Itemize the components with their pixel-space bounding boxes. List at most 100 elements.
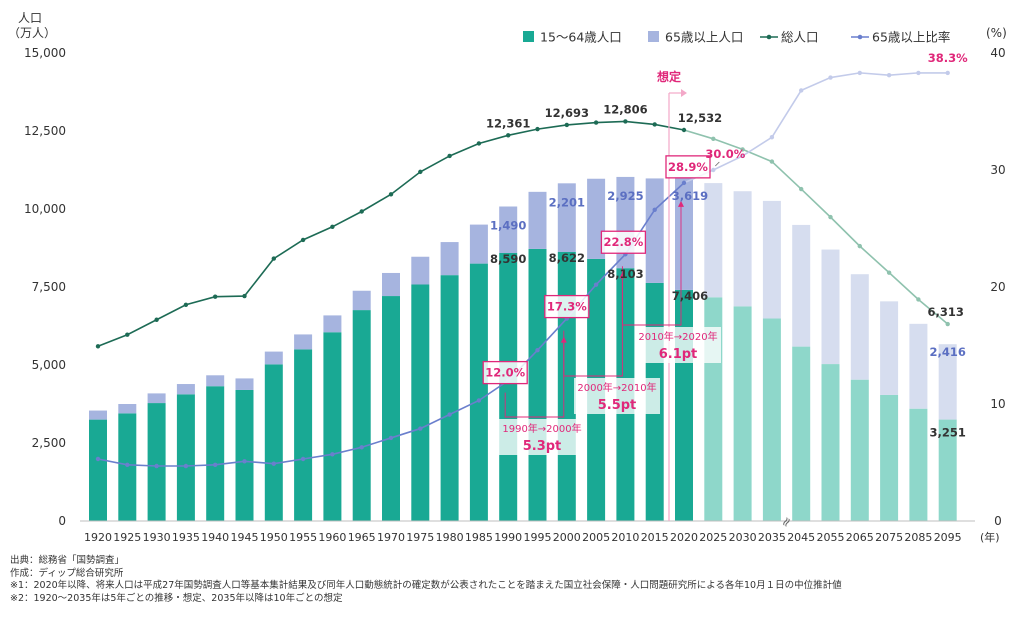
- ratio-point-1995: [535, 347, 540, 353]
- bar-working-2045: [792, 346, 811, 521]
- y-left-tick: 15,000: [24, 46, 66, 60]
- x-tick-2010: 2010: [611, 531, 639, 544]
- bar-elderly-2005: [587, 178, 606, 259]
- total-point-2000: [564, 122, 569, 128]
- ratio-point-1960: [330, 452, 335, 457]
- ratio-label-2010: 22.8%: [603, 235, 643, 249]
- legend-swatch-1: [648, 31, 659, 42]
- diff-value-2010: 5.5pt: [598, 398, 637, 413]
- ratio-point-1940: [213, 462, 218, 468]
- diff-connector-2020: [621, 202, 682, 326]
- bar-working-1995: [528, 248, 547, 521]
- bar-elderly-2065: [850, 274, 869, 380]
- diff-box-2000: [499, 419, 585, 455]
- ratio-point-1985: [476, 398, 482, 403]
- bar-elderly-2030: [733, 191, 752, 307]
- ratio-point-1980: [447, 412, 452, 417]
- ratio-point-1920: [95, 456, 101, 462]
- working-label-1990: 8,590: [490, 252, 526, 266]
- x-tick-1940: 1940: [201, 531, 229, 544]
- y-right-tick: 40: [990, 46, 1005, 60]
- total-label-2010: 12,806: [603, 102, 647, 116]
- ratio-point-2095: [945, 70, 950, 76]
- data-labels-layer: 12.0% 17.3% 22.8% 28.9%30.0% 38.3% 12,361 12,6…: [482, 51, 968, 440]
- x-tick-1925: 1925: [113, 531, 141, 544]
- bar-working-1945: [235, 389, 254, 521]
- lines-layer: [95, 70, 950, 469]
- elderly-label-1990: 1,490: [490, 219, 526, 233]
- bar-elderly-2045: [792, 224, 811, 347]
- ratio-point-2020: [681, 180, 687, 186]
- y-left-tick: 5,000: [32, 358, 66, 372]
- x-tick-2000: 2000: [553, 531, 581, 544]
- bar-elderly-1925: [118, 404, 137, 414]
- bar-elderly-1935: [176, 384, 195, 395]
- ratio-point-1930: [154, 463, 159, 469]
- annotations-layer: 想定 1990年→2000年 5.3pt 2000年→2010年 5.5pt 2010年→…: [499, 69, 721, 521]
- bar-working-2055: [821, 364, 840, 521]
- bar-elderly-2085: [909, 323, 928, 409]
- x-tick-2055: 2055: [817, 531, 845, 544]
- x-tick-1950: 1950: [260, 531, 288, 544]
- bar-working-1980: [440, 275, 459, 521]
- x-tick-1935: 1935: [172, 531, 200, 544]
- y-left-tick: 2,500: [32, 436, 66, 450]
- total-point-2025: [711, 136, 716, 141]
- y-left-tick: 7,500: [32, 280, 66, 294]
- y-left-tick: 12,500: [24, 124, 66, 138]
- total-point-2010: [623, 119, 628, 124]
- bar-working-2035: [762, 318, 781, 521]
- total-point-1955: [300, 237, 306, 243]
- diff-period-2000: 1990年→2000年: [502, 422, 581, 435]
- total-label-2020: 12,532: [678, 111, 722, 125]
- x-tick-2045: 2045: [787, 531, 815, 544]
- bar-working-1985: [469, 263, 488, 521]
- legend-marker-3: [857, 34, 863, 40]
- legend-marker-2: [766, 34, 772, 40]
- projection-label: 想定: [656, 69, 681, 84]
- y-right-tick: 30: [990, 163, 1005, 177]
- ratio-point-2025: [711, 167, 716, 173]
- bar-elderly-1920: [89, 410, 107, 420]
- total-point-1925: [125, 332, 130, 337]
- total-point-2085: [916, 297, 921, 302]
- ratio-point-2015: [652, 207, 657, 212]
- ratio-point-2045: [799, 88, 804, 93]
- total-point-2020: [681, 127, 687, 133]
- bar-elderly-1960: [323, 315, 342, 333]
- total-label-1990: 12,361: [486, 116, 530, 130]
- total-point-1975: [418, 169, 423, 175]
- diff-period-2010: 2000年→2010年: [577, 381, 656, 394]
- ratio-point-1955: [300, 456, 306, 462]
- diff-box-2020: [635, 327, 721, 363]
- x-tick-2020: 2020: [670, 531, 698, 544]
- legend-label-0: 15～64歳人口: [540, 30, 622, 45]
- diff-value-2000: 5.3pt: [523, 439, 562, 454]
- total-point-2055: [828, 214, 833, 220]
- working-label-2095: 3,251: [930, 426, 966, 440]
- x-tick-2030: 2030: [729, 531, 757, 544]
- ratio-point-1925: [125, 462, 130, 468]
- bar-working-2085: [909, 408, 928, 521]
- x-tick-2025: 2025: [699, 531, 727, 544]
- total-point-1995: [535, 126, 540, 132]
- legend: 15～64歳人口 65歳以上人口 総人口 65歳以上比率: [523, 30, 950, 45]
- x-tick-2095: 2095: [934, 531, 962, 544]
- ratio-leader-2025: [715, 161, 720, 167]
- total-point-1935: [183, 302, 189, 307]
- y-right-tick: 0: [994, 514, 1002, 528]
- total-point-1970: [388, 192, 394, 197]
- bar-elderly-2095: [938, 344, 957, 420]
- ratio-point-1975: [418, 426, 423, 431]
- diff-connector-2000: [504, 338, 565, 418]
- bar-elderly-2000: [557, 183, 576, 252]
- diff-arrow-2020: [678, 200, 684, 207]
- y-left-tick: 0: [58, 514, 66, 528]
- ratio-label-2000: 17.3%: [547, 300, 587, 314]
- working-label-2020: 7,406: [672, 289, 708, 303]
- ratio-label-2095: 38.3%: [928, 51, 968, 65]
- bar-elderly-1970: [382, 272, 400, 297]
- bar-working-1960: [323, 332, 342, 521]
- total-point-1990: [506, 133, 511, 138]
